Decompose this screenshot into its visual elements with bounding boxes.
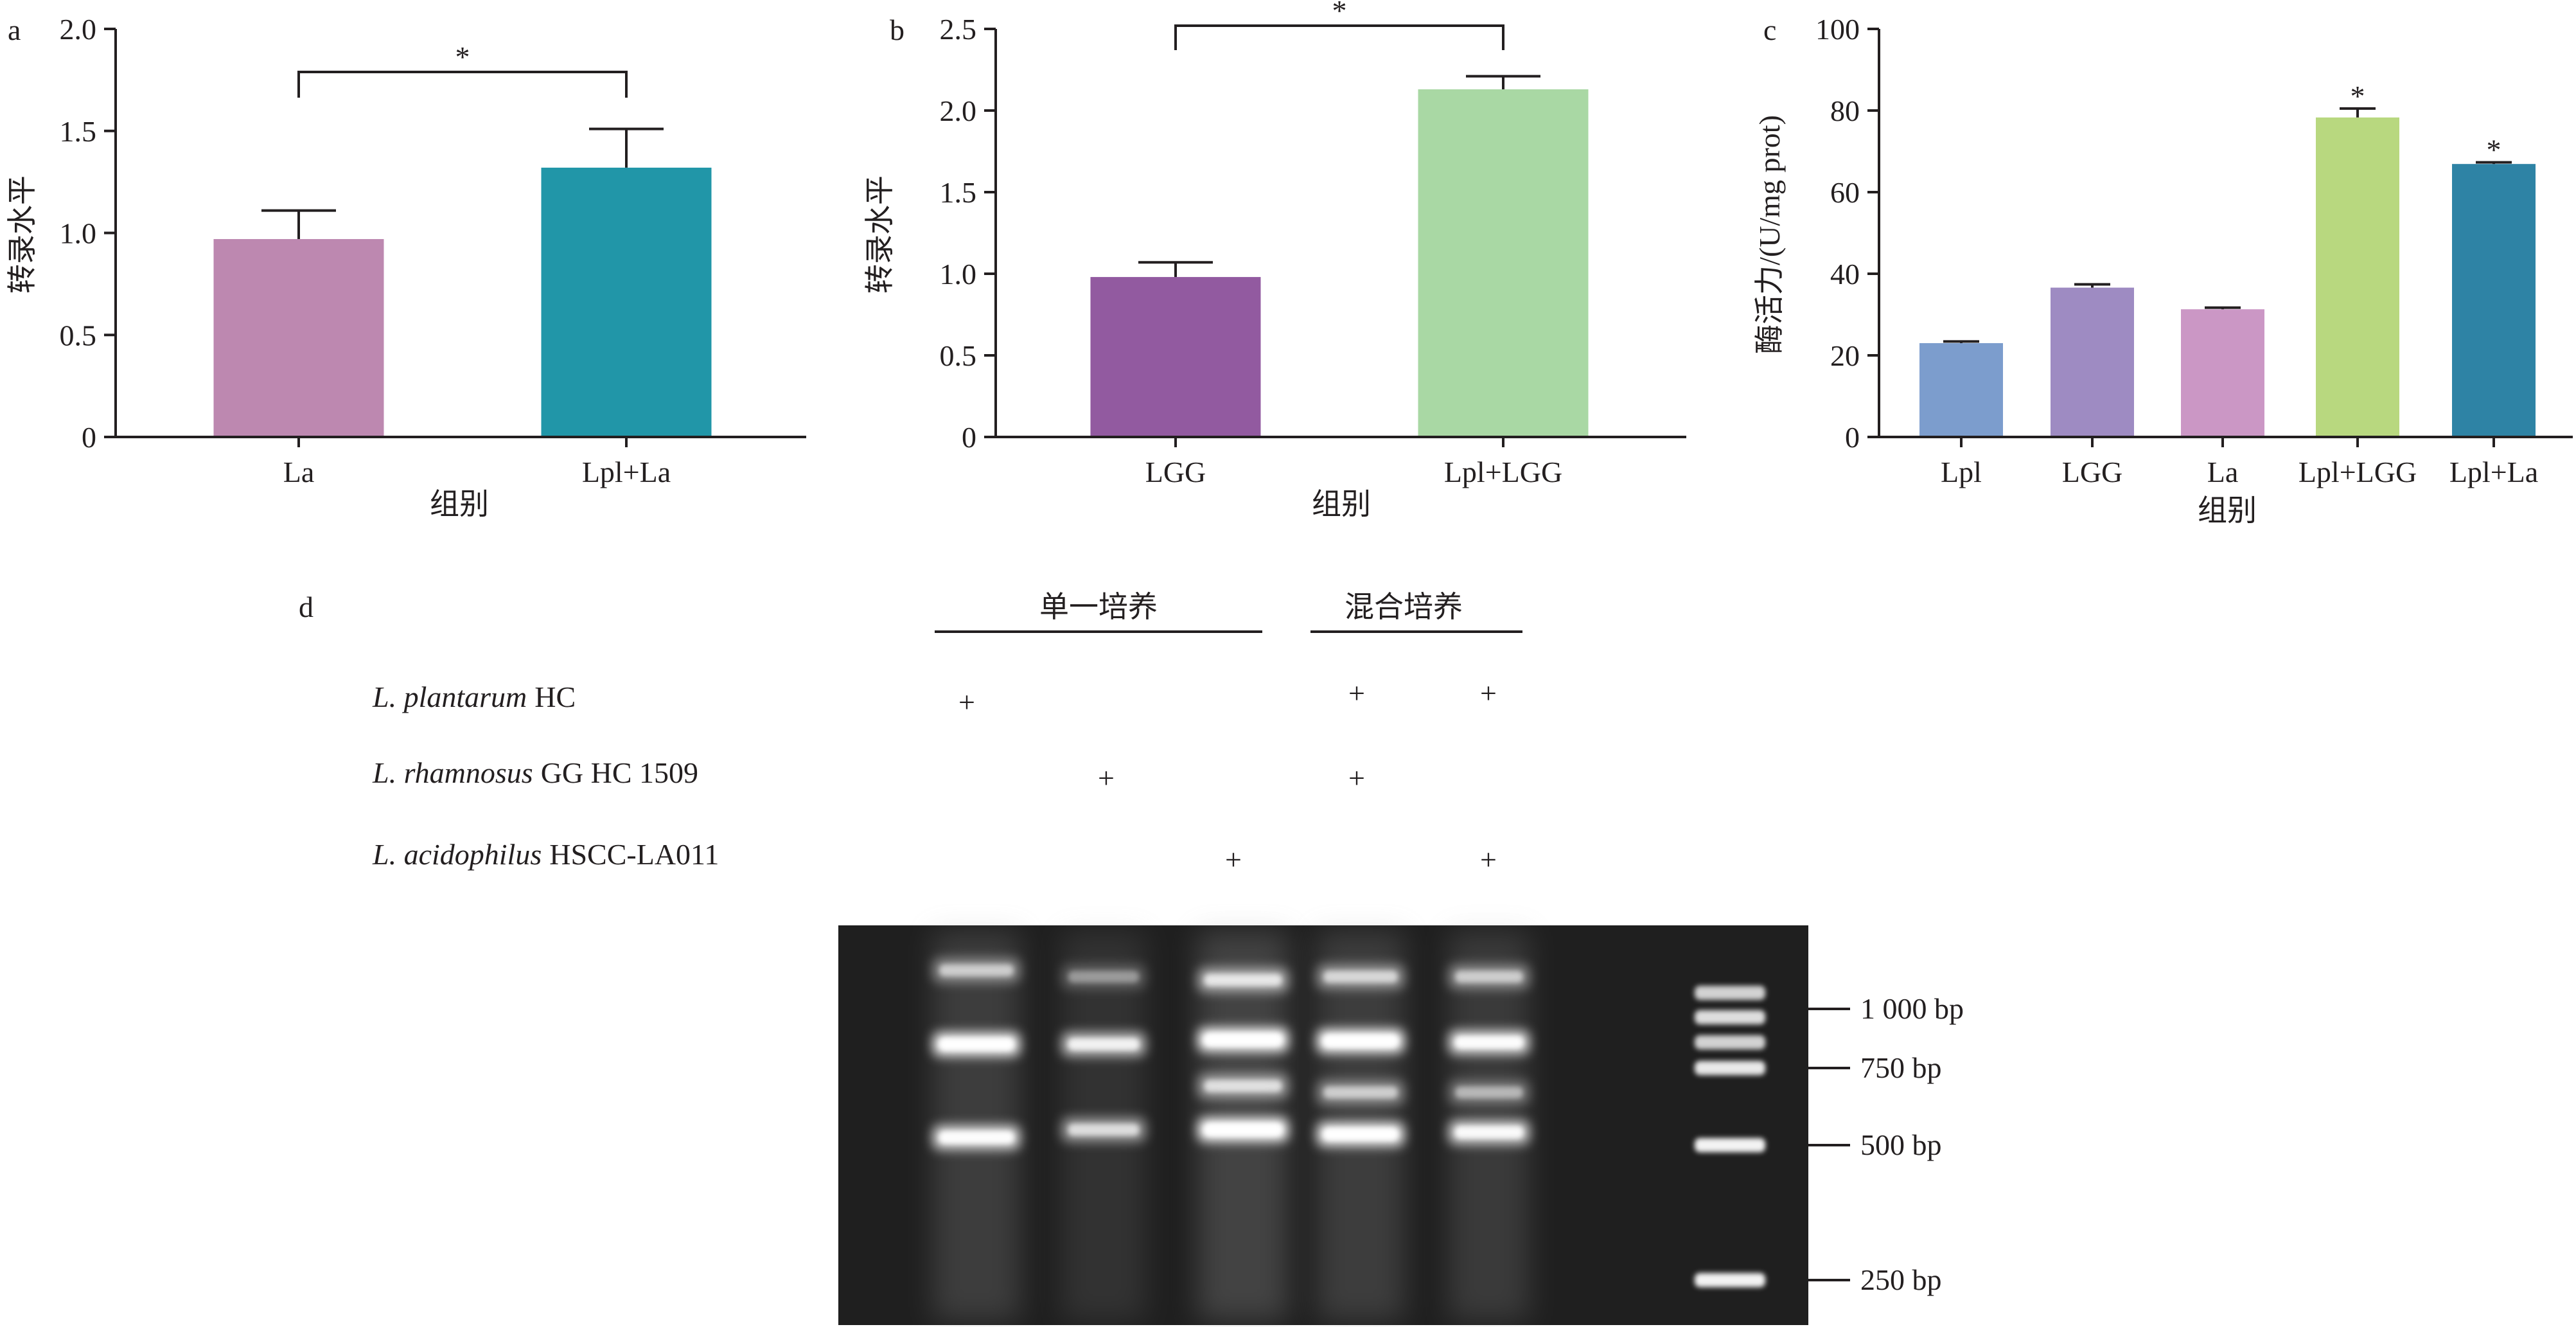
significance-star: *	[2487, 134, 2501, 166]
gel-image	[838, 925, 1808, 1325]
strain-plantarum-species: L. plantarum	[372, 681, 527, 713]
bar-lgg	[2051, 287, 2134, 437]
lane-plus-mark: +	[1098, 761, 1115, 794]
bar-lgg	[1090, 277, 1261, 437]
panel-b-x-axis-label: 组别	[1312, 488, 1371, 521]
strain-row-acidophilus: L. acidophilus HSCC-LA011	[372, 838, 719, 871]
panel-b-y-axis-label: 转录水平	[863, 175, 896, 294]
panel-a-y-axis-label: 转录水平	[6, 175, 39, 294]
y-tick-label: 1.5	[60, 115, 97, 148]
panel-c-axes	[1878, 29, 2573, 438]
y-tick-label: 0	[962, 421, 976, 454]
strain-rhamnosus-species: L. rhamnosus	[372, 756, 533, 789]
panel-b-x-ticks: LGG Lpl+LGG	[1145, 437, 1562, 488]
marker-750bp: 750 bp	[1860, 1051, 1942, 1084]
x-tick-label: Lpl+La	[582, 456, 671, 488]
lane-plus-mark: +	[1348, 677, 1365, 709]
marker-250bp: 250 bp	[1860, 1263, 1942, 1296]
bar-la	[2181, 309, 2264, 437]
lane-plus-mark: +	[958, 686, 975, 718]
significance-bracket	[1174, 24, 1504, 50]
y-tick-label: 1.0	[60, 217, 97, 250]
y-tick-label: 2.5	[940, 13, 977, 46]
panel-b-chart: b 0 0.5 1.0 1.5 2.0 2.5 LGG Lpl+LGG 转录水平 组别 *	[863, 0, 1686, 521]
panel-b-significance: *	[1174, 0, 1504, 50]
bar-la	[213, 239, 384, 437]
strain-acidophilus-species: L. acidophilus	[372, 838, 542, 871]
strain-row-plantarum: L. plantarum HC	[372, 681, 576, 713]
panel-b-letter: b	[890, 13, 904, 46]
bar-lpl	[1919, 343, 2003, 437]
y-tick-label: 60	[1830, 176, 1860, 209]
lane-plus-mark: +	[1348, 761, 1365, 794]
panel-c-x-ticks: Lpl LGG La Lpl+LGG Lpl+La	[1941, 437, 2538, 488]
panel-c-y-axis-label: 酶活力/(U/mg prot)	[1753, 115, 1786, 354]
y-tick-label: 0	[1845, 421, 1860, 454]
significance-star: *	[1332, 0, 1347, 27]
y-tick-label: 40	[1830, 258, 1860, 290]
x-tick-label: La	[283, 456, 315, 488]
panel-a-chart: a 0 0.5 1.0 1.5 2.0 La Lpl+La 转录水平 组别 *	[6, 13, 806, 521]
x-tick-label: Lpl	[1941, 456, 1982, 488]
significance-bracket	[297, 71, 628, 98]
significance-star: *	[455, 40, 470, 73]
x-tick-label: Lpl+LGG	[2298, 456, 2417, 488]
x-tick-label: Lpl+La	[2449, 456, 2538, 488]
lane-plus-mark: +	[1480, 677, 1497, 709]
panel-b-axes	[994, 29, 1686, 438]
bar-lpl-plus-la	[2452, 164, 2536, 437]
strain-row-rhamnosus: L. rhamnosus GG HC 1509	[372, 756, 698, 789]
marker-500bp: 500 bp	[1860, 1128, 1942, 1161]
panel-c-chart: c 0 20 40 60 80 100 Lpl LGG La Lpl+LGG Lpl+La 酶活力…	[1753, 13, 2573, 527]
y-tick-label: 0	[82, 421, 96, 454]
lane-presence-marks: + + + + + + +	[958, 677, 1497, 876]
panel-a-letter: a	[8, 13, 21, 46]
panel-a-x-axis-label: 组别	[430, 488, 489, 521]
significance-star: *	[2351, 80, 2365, 112]
y-tick-label: 0.5	[60, 319, 97, 352]
group-label-mixed-culture: 混合培养	[1345, 591, 1463, 623]
panel-a-y-ticks: 0 0.5 1.0 1.5 2.0	[60, 13, 116, 454]
group-label-single-culture: 单一培养	[1039, 591, 1158, 623]
panel-a-significance: *	[297, 40, 628, 98]
bar-lpl-plus-la	[541, 167, 712, 437]
y-tick-label: 1.0	[940, 258, 977, 290]
panel-c-letter: c	[1763, 13, 1776, 46]
panel-c-y-ticks: 0 20 40 60 80 100	[1815, 13, 1879, 454]
y-tick-label: 80	[1830, 94, 1860, 127]
size-marker-labels: 1 000 bp 750 bp 500 bp 250 bp	[1808, 992, 1964, 1296]
lane-plus-mark: +	[1225, 843, 1242, 876]
lane-plus-mark: +	[1480, 843, 1497, 876]
strain-plantarum-strain: HC	[534, 681, 576, 713]
panel-a-x-ticks: La Lpl+La	[283, 437, 671, 488]
panel-a-bars	[213, 127, 712, 437]
y-tick-label: 20	[1830, 339, 1860, 372]
panel-b-y-ticks: 0 0.5 1.0 1.5 2.0 2.5	[940, 13, 996, 454]
y-tick-label: 0.5	[940, 339, 977, 372]
y-tick-label: 100	[1815, 13, 1860, 46]
panel-c-significance-stars: **	[2351, 80, 2501, 166]
marker-1000bp: 1 000 bp	[1860, 992, 1964, 1025]
x-tick-label: LGG	[2062, 456, 2123, 488]
panel-d-letter: d	[299, 591, 313, 623]
x-tick-label: La	[2207, 456, 2239, 488]
x-tick-label: Lpl+LGG	[1444, 456, 1562, 488]
y-tick-label: 2.0	[940, 94, 977, 127]
panel-c-bars	[1919, 107, 2536, 438]
x-tick-label: LGG	[1145, 456, 1206, 488]
y-tick-label: 2.0	[60, 13, 97, 46]
panel-b-bars	[1090, 75, 1589, 438]
panel-d-gel: d 单一培养 混合培养 L. plantarum HC L. rhamnosus G…	[299, 591, 1964, 1325]
bar-lpl-plus-lgg	[2316, 117, 2399, 438]
panel-c-x-axis-label: 组别	[2198, 494, 2257, 527]
strain-acidophilus-strain: HSCC-LA011	[549, 838, 719, 871]
y-tick-label: 1.5	[940, 176, 977, 209]
bar-lpl-plus-lgg	[1418, 89, 1589, 438]
strain-rhamnosus-strain: GG HC 1509	[541, 756, 698, 789]
